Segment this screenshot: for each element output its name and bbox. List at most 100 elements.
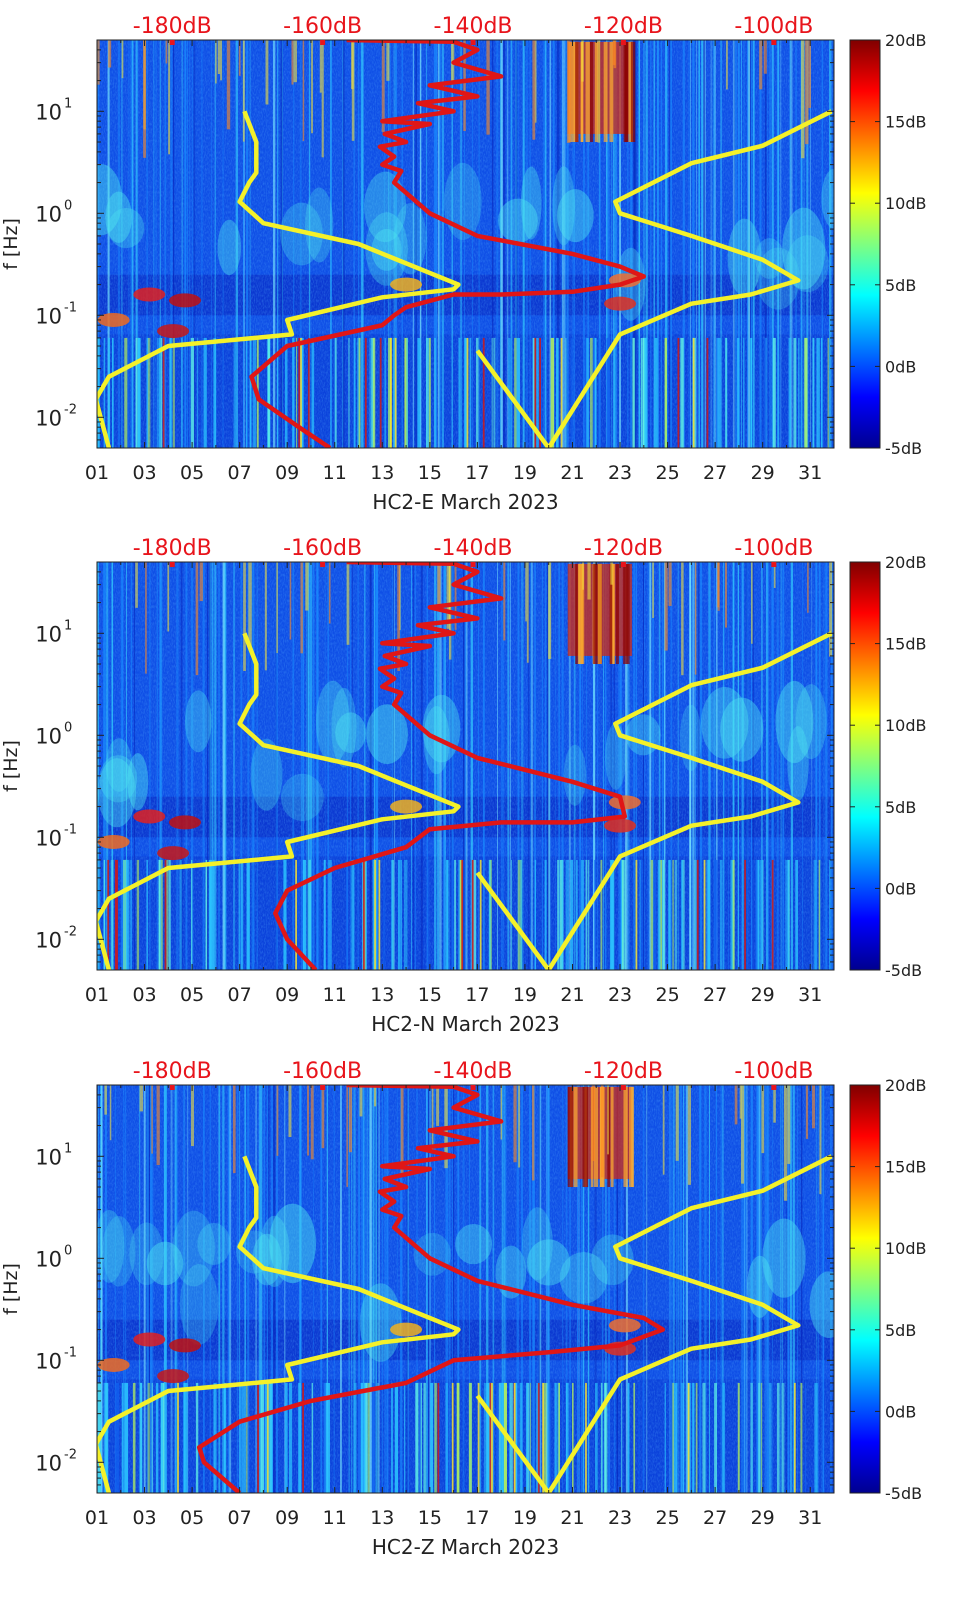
spectrogram-stripe	[545, 1382, 548, 1493]
spectrogram-stripe	[682, 40, 685, 448]
spectrogram-stripe	[542, 40, 546, 448]
x-tick-label: 21	[560, 462, 584, 484]
hf-transient	[805, 1085, 809, 1139]
spectrogram-stripe	[722, 1382, 726, 1493]
spectrogram-stripe	[103, 859, 105, 970]
colorbar-tick-label: 5dB	[885, 798, 916, 817]
spectrogram-stripe	[682, 859, 685, 970]
spectrogram-stripe	[516, 337, 521, 448]
microseism-blob	[146, 1241, 184, 1286]
hf-transient	[151, 1085, 153, 1154]
spectrogram-stripe	[175, 1085, 177, 1493]
spectrogram-stripe	[795, 859, 798, 970]
spectrogram-stripe	[384, 1085, 386, 1493]
spectrogram-stripe	[670, 1382, 673, 1493]
top-axis-tick-label: -140dB	[434, 536, 513, 561]
spectrogram-stripe	[606, 40, 609, 448]
spectrogram-stripe	[296, 337, 298, 448]
spectrogram-stripe	[746, 1085, 748, 1493]
spectrogram-stripe	[260, 1382, 264, 1493]
colorbar: 20dB 15dB 10dB 5dB 0dB -5dB	[849, 553, 927, 980]
colorbar-tick-label: 10dB	[885, 716, 927, 735]
spectrogram-stripe	[292, 337, 295, 448]
y-tick-exponent: -1	[64, 1345, 77, 1360]
spectrogram-stripe	[356, 337, 360, 448]
spectrogram-stripe	[195, 1382, 199, 1493]
spectrogram-stripe	[788, 337, 792, 448]
spectrogram-stripe	[443, 562, 445, 970]
spectrogram-stripe	[587, 859, 590, 970]
spectrogram-stripe	[652, 562, 654, 970]
spectrogram-stripe	[160, 1382, 164, 1493]
hf-noise-stripe	[629, 1086, 634, 1187]
spectrogram-stripe	[772, 1085, 774, 1493]
hf-transient	[190, 1085, 194, 1147]
spectrogram-stripe	[699, 562, 703, 970]
x-tick-label: 27	[703, 1507, 727, 1529]
spectrogram-stripe	[392, 337, 396, 448]
x-tick-label: 25	[655, 462, 679, 484]
spectrogram-stripe	[619, 562, 622, 970]
colorbar-tick-label: 20dB	[885, 31, 927, 50]
spectrogram-stripe	[289, 1382, 293, 1493]
spectrogram-stripe	[177, 562, 179, 970]
hf-transient	[805, 40, 809, 145]
spectrogram-stripe	[562, 40, 564, 448]
spectrogram-stripe	[465, 562, 468, 970]
spectrogram-stripe	[762, 859, 764, 970]
colorbar-gradient	[849, 561, 881, 971]
x-tick-label: 19	[513, 462, 537, 484]
spectrogram-stripe	[253, 562, 255, 970]
spectrogram-stripe	[565, 1085, 568, 1493]
spectrogram-stripe	[664, 562, 666, 970]
spectrogram-stripe	[135, 40, 138, 448]
hf-transient	[288, 1085, 292, 1138]
spectrogram-stripe	[372, 859, 374, 970]
spectrogram-stripe	[426, 562, 428, 970]
top-axis-tick	[470, 562, 476, 567]
hf-transient	[374, 1085, 377, 1107]
spectrogram-stripe	[176, 1085, 179, 1493]
spectrogram-stripe	[640, 337, 643, 448]
spectrogram-stripe	[434, 1085, 436, 1493]
spectrogram-stripe	[533, 1085, 535, 1493]
y-tick-exponent: 0	[64, 198, 72, 213]
hf-transient	[600, 1085, 604, 1178]
spectrogram-stripe	[128, 40, 130, 448]
spectrogram-stripe	[411, 562, 412, 970]
spectrogram-stripe	[681, 859, 683, 970]
spectrogram-stripe	[765, 562, 768, 970]
spectrogram-stripe	[191, 40, 194, 448]
x-tick-label: 19	[513, 984, 537, 1006]
transient-spike	[491, 1382, 493, 1493]
spectrogram-stripe	[544, 562, 547, 970]
spectrogram-stripe	[668, 1085, 672, 1493]
spectrogram-stripe	[117, 40, 120, 448]
spectrogram-stripe	[595, 337, 597, 448]
transient-spike	[482, 337, 485, 448]
spectrogram-stripe	[758, 1085, 761, 1493]
spectrogram-stripe	[664, 1382, 666, 1493]
spectrogram-stripe	[403, 859, 408, 970]
spectrogram-stripe	[657, 40, 659, 448]
spectrogram-stripe	[346, 562, 349, 970]
spectrogram-stripe	[771, 40, 774, 448]
spectrogram-stripe	[786, 1085, 787, 1493]
spectrogram-stripe	[546, 1085, 549, 1493]
spectrogram-stripe	[539, 1085, 542, 1493]
spectrogram-stripe	[570, 337, 573, 448]
x-tick-label: 09	[275, 1507, 299, 1529]
spectrogram-stripe	[363, 1382, 366, 1493]
spectrogram-stripe	[451, 859, 454, 970]
spectrogram-stripe	[136, 859, 140, 970]
spectrogram-stripe	[160, 337, 162, 448]
spectrogram-stripe	[125, 1382, 129, 1493]
spectrogram-stripe	[415, 1382, 419, 1493]
spectrogram-stripe	[320, 1085, 323, 1493]
spectrogram-stripe	[566, 1382, 569, 1493]
spectrogram-stripe	[695, 562, 697, 970]
hf-transient	[801, 40, 805, 159]
y-tick-label: 10	[35, 202, 62, 226]
spectrogram-stripe	[782, 562, 785, 970]
spectrogram-stripe	[750, 337, 753, 448]
